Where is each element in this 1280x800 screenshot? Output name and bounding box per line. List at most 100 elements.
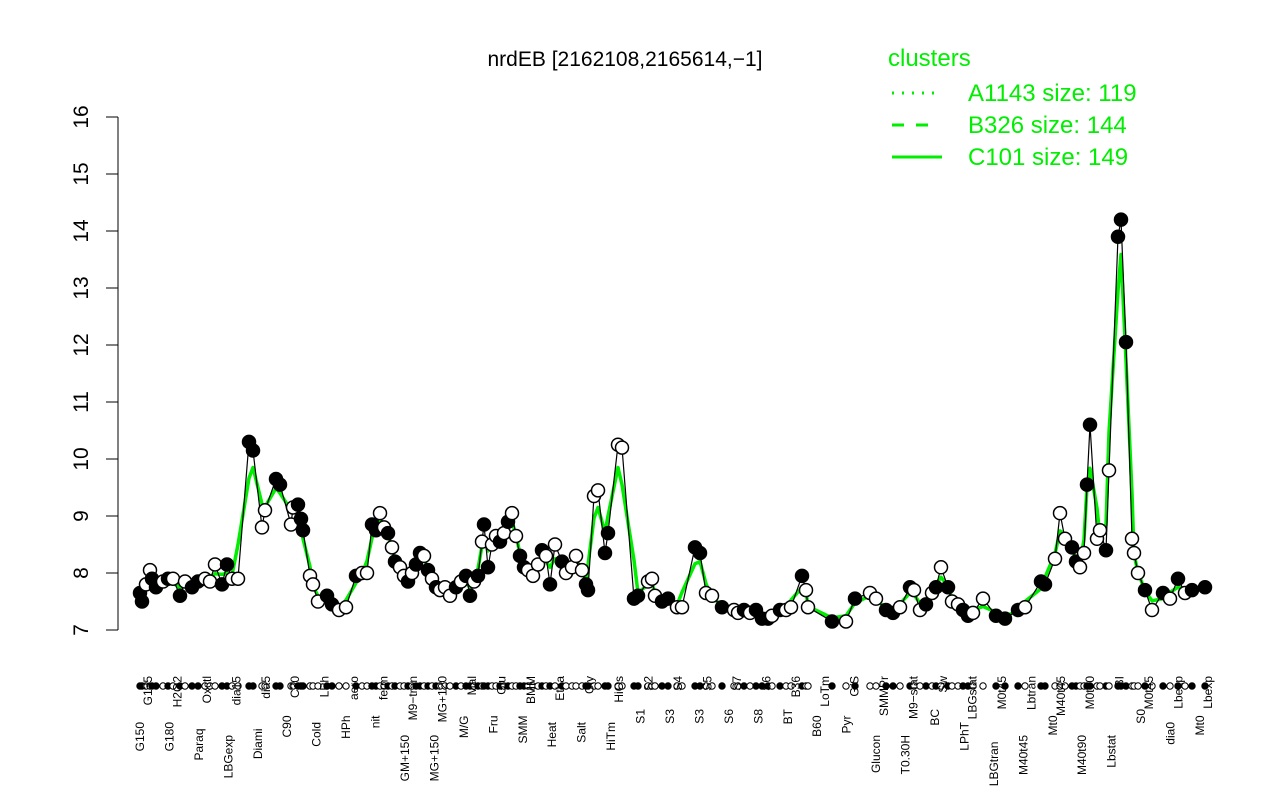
x-tick-label: BC bbox=[928, 709, 942, 726]
rug-marker bbox=[804, 682, 812, 690]
data-point bbox=[1079, 477, 1095, 492]
x-tick-label: S2 bbox=[642, 676, 656, 691]
data-point bbox=[1072, 560, 1088, 575]
x-tick-label: ferm bbox=[377, 676, 391, 700]
x-tick-label: Paraq bbox=[192, 729, 206, 761]
data-point bbox=[965, 605, 981, 621]
data-point bbox=[783, 599, 799, 615]
data-point bbox=[172, 588, 188, 604]
x-tick-label: MG+120 bbox=[435, 676, 449, 723]
data-point bbox=[134, 594, 150, 609]
x-tick-label: S8 bbox=[751, 709, 765, 724]
rug-marker bbox=[152, 682, 160, 690]
x-tick-label: LBGstat bbox=[965, 675, 979, 719]
rug-marker bbox=[618, 682, 626, 690]
data-point bbox=[574, 562, 590, 578]
data-point bbox=[597, 545, 613, 561]
data-point bbox=[219, 557, 235, 572]
x-tick-label: dia0 bbox=[1164, 722, 1178, 745]
rug-marker bbox=[651, 682, 659, 690]
x-tick-label: M0t90 bbox=[1083, 676, 1097, 710]
data-point bbox=[416, 548, 432, 564]
data-point bbox=[1137, 582, 1153, 598]
x-rug bbox=[136, 682, 1209, 690]
x-tick-label: LoTm bbox=[818, 676, 832, 707]
x-tick-label: Glucon bbox=[869, 735, 883, 773]
y-tick-label: 14 bbox=[70, 219, 93, 243]
data-point bbox=[568, 548, 584, 564]
rug-marker bbox=[1188, 682, 1196, 690]
x-tick-label: G180 bbox=[162, 722, 176, 752]
data-point bbox=[928, 580, 944, 595]
data-point bbox=[1098, 542, 1114, 558]
data-point bbox=[847, 591, 863, 606]
rug-marker bbox=[842, 682, 850, 690]
data-point bbox=[257, 503, 273, 518]
rug-marker bbox=[1181, 682, 1189, 690]
x-tick-label: Oxctl bbox=[200, 676, 214, 703]
data-point bbox=[1113, 212, 1129, 227]
data-point bbox=[794, 568, 810, 584]
rug-marker bbox=[261, 682, 269, 690]
rug-marker bbox=[658, 682, 666, 690]
data-point bbox=[674, 599, 690, 615]
x-tick-label: S7 bbox=[730, 676, 744, 691]
x-tick-label: S0 bbox=[1134, 709, 1148, 724]
x-tick-label: M9−stat bbox=[907, 675, 921, 719]
rug-marker bbox=[1201, 682, 1209, 690]
data-point bbox=[359, 565, 375, 581]
data-point bbox=[1092, 523, 1108, 538]
data-point bbox=[1076, 545, 1092, 561]
x-tick-label: S3 bbox=[692, 709, 706, 724]
data-point bbox=[933, 560, 949, 575]
rug-marker bbox=[328, 682, 336, 690]
y-tick-label: 8 bbox=[70, 567, 93, 579]
rug-marker bbox=[299, 682, 307, 690]
x-tick-label: M40t45 bbox=[1054, 676, 1068, 716]
sample-line bbox=[139, 219, 1206, 623]
y-tick-label: 15 bbox=[70, 162, 93, 185]
rug-marker bbox=[787, 682, 795, 690]
rug-marker bbox=[634, 682, 642, 690]
x-tick-label: B36 bbox=[789, 676, 803, 698]
data-point bbox=[1017, 599, 1033, 615]
data-point bbox=[476, 517, 492, 532]
x-tick-label: C30 bbox=[288, 676, 302, 698]
x-tick-label: LPhT bbox=[957, 721, 971, 750]
data-point bbox=[918, 597, 934, 612]
x-tick-label: Lbstat bbox=[1105, 734, 1119, 767]
rug-marker bbox=[1141, 682, 1149, 690]
data-point bbox=[800, 599, 816, 615]
rug-marker bbox=[1148, 682, 1156, 690]
y-tick-label: 12 bbox=[70, 333, 93, 356]
rug-marker bbox=[604, 682, 612, 690]
rug-marker bbox=[708, 682, 716, 690]
cluster-line bbox=[140, 252, 1206, 620]
data-point bbox=[1162, 591, 1178, 606]
x-tick-label: Gly bbox=[583, 676, 597, 694]
x-tick-label: Lbexp bbox=[1201, 676, 1215, 709]
x-tick-label: nit bbox=[369, 715, 383, 728]
x-tick-label: BT bbox=[781, 708, 795, 724]
x-tick-label: G/S bbox=[848, 676, 862, 697]
rug-marker bbox=[342, 682, 350, 690]
rug-marker bbox=[896, 682, 904, 690]
x-tick-label: HiTm bbox=[604, 722, 618, 751]
rug-marker bbox=[594, 682, 602, 690]
rug-marker bbox=[181, 682, 189, 690]
data-point bbox=[254, 520, 270, 535]
x-tick-label: BMM bbox=[524, 676, 538, 704]
x-tick-label: S6 bbox=[759, 676, 773, 691]
x-tick-label: aero bbox=[347, 676, 361, 700]
x-tick-label: B60 bbox=[810, 715, 824, 737]
data-point bbox=[940, 580, 956, 595]
data-point bbox=[714, 599, 730, 615]
data-point bbox=[462, 588, 478, 604]
rug-marker bbox=[718, 682, 726, 690]
x-tick-label: M9−tran bbox=[406, 676, 420, 720]
data-point bbox=[1064, 540, 1080, 555]
x-tick-label: Mal bbox=[465, 676, 479, 695]
rug-marker bbox=[1134, 682, 1142, 690]
x-tick-label: Mt0 bbox=[1193, 715, 1207, 735]
data-point bbox=[338, 599, 354, 615]
